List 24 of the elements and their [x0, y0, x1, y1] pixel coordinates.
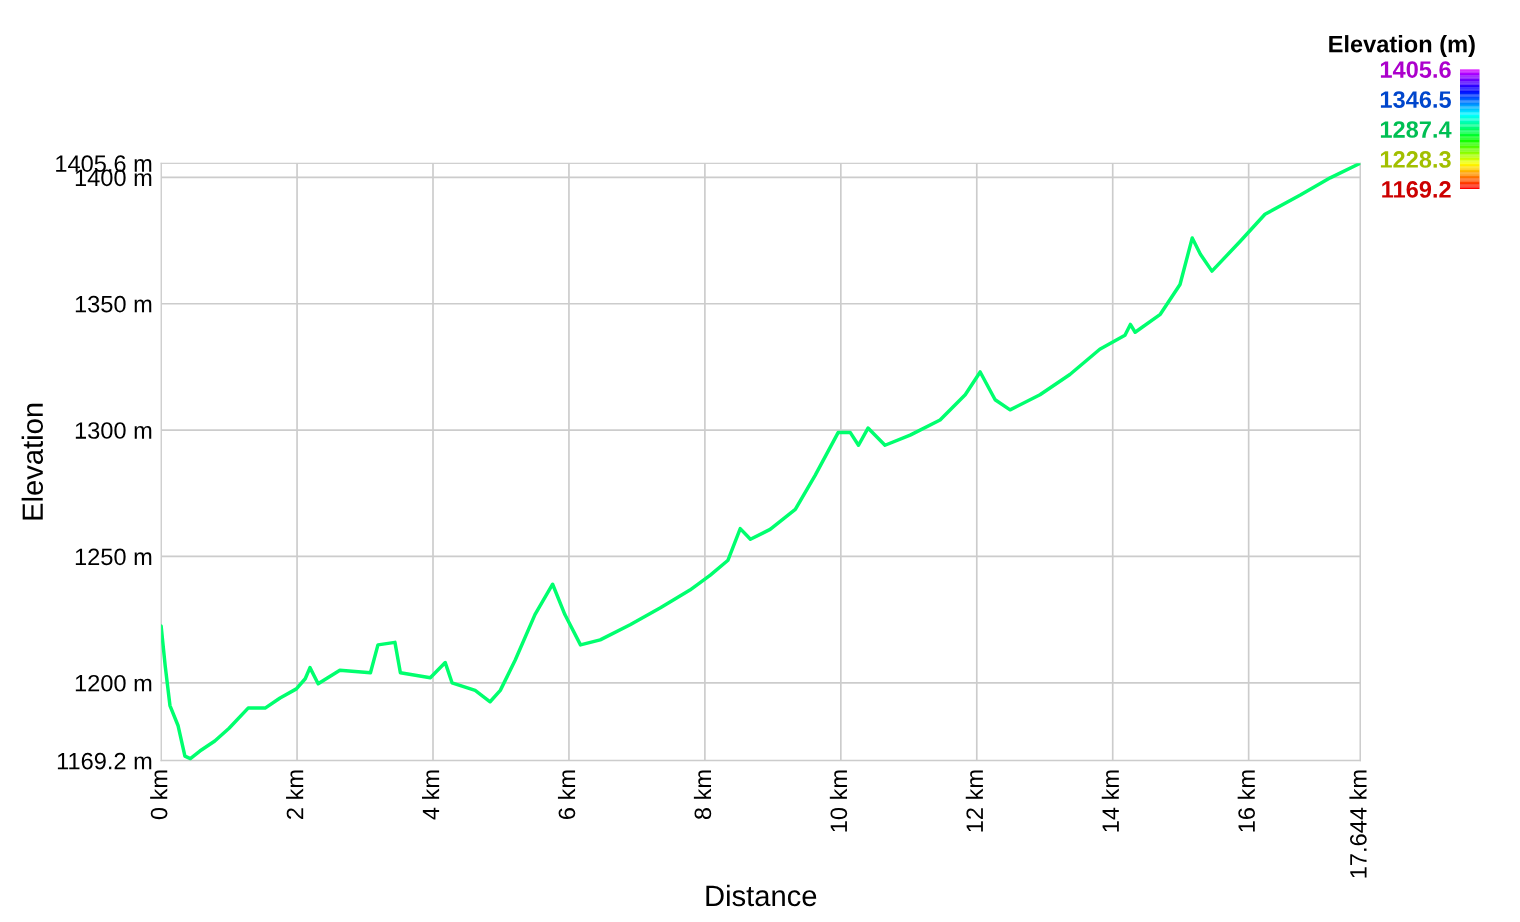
- color-bar-label: 1346.5: [1380, 91, 1451, 108]
- x-tick-label: 8 km: [693, 770, 712, 820]
- x-tick-label: 0 km: [150, 770, 168, 820]
- x-tick-label: 12 km: [965, 770, 983, 832]
- color-bar-label: 1228.3: [1380, 151, 1451, 168]
- y-tick-label: 1169.2 m: [57, 752, 152, 770]
- y-axis-title: Elevation: [21, 403, 44, 520]
- x-tick-label: 14 km: [1101, 770, 1119, 832]
- x-tick-label: 2 km: [286, 770, 304, 819]
- y-tick-label: 1350 m: [75, 295, 152, 313]
- y-tick-label: 1300 m: [75, 422, 152, 439]
- x-tick-label: 6 km: [557, 770, 576, 819]
- x-tick-label: 4 km: [422, 770, 440, 820]
- y-tick-label: 1200 m: [75, 674, 152, 692]
- line-series: [161, 163, 1361, 761]
- x-tick-label: 10 km: [829, 770, 848, 832]
- color-bar-label: 1169.2: [1382, 181, 1451, 198]
- x-tick-label: 16 km: [1237, 770, 1255, 832]
- x-axis-title: Distance: [706, 884, 817, 907]
- y-tick-label: 1250 m: [75, 548, 152, 566]
- color-bar-label: 1287.4: [1380, 121, 1452, 138]
- x-tick-label: 17.644 km: [1349, 770, 1367, 878]
- color-bar-title: Elevation (m): [1329, 35, 1475, 58]
- color-bar-label: 1405.6: [1380, 61, 1451, 78]
